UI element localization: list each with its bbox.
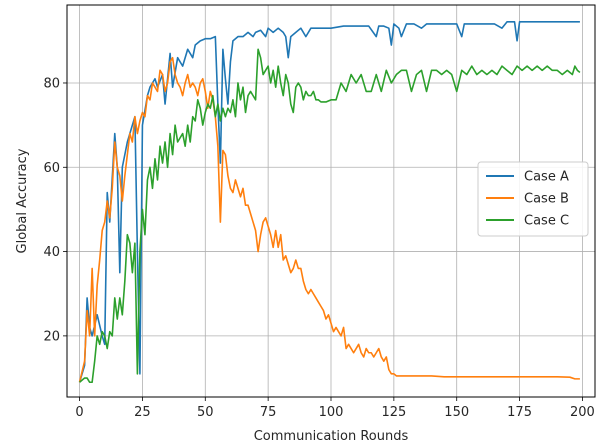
- legend-label: Case A: [524, 170, 569, 185]
- series-line-2: [78, 56, 580, 383]
- axis-ticks: 0 25 50 75 100 125 150 175 200 20 40 60 80: [43, 76, 594, 420]
- x-tick-label: 50: [197, 405, 214, 420]
- x-tick-label: 150: [444, 405, 469, 420]
- legend-label: Case C: [524, 214, 569, 229]
- legend: Case A Case B Case C: [477, 161, 589, 237]
- y-tick-label: 20: [43, 329, 60, 344]
- y-tick-label: 40: [43, 245, 60, 260]
- legend-label: Case B: [524, 192, 569, 207]
- y-tick-label: 60: [43, 161, 60, 176]
- x-tick-label: 25: [134, 405, 151, 420]
- legend-box: [477, 161, 589, 237]
- plot-lines: [78, 21, 581, 384]
- x-tick-label: 0: [75, 405, 83, 420]
- series-line-1: [78, 21, 580, 383]
- x-tick-label: 175: [507, 405, 532, 420]
- y-tick-label: 80: [43, 76, 60, 91]
- x-axis-label: Communication Rounds: [254, 429, 409, 444]
- x-tick-label: 75: [260, 405, 277, 420]
- x-tick-label: 100: [319, 405, 344, 420]
- series-line-3: [79, 48, 581, 384]
- y-axis-label: Global Accuracy: [15, 148, 30, 253]
- x-tick-label: 125: [381, 405, 406, 420]
- x-tick-label: 200: [570, 405, 595, 420]
